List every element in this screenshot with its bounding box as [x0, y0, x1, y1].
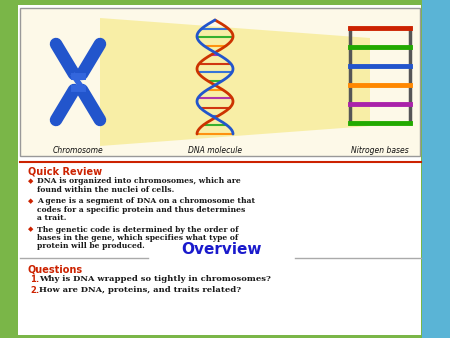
Text: The genetic code is determined by the order of: The genetic code is determined by the or…	[37, 225, 238, 234]
Text: 2.: 2.	[30, 286, 39, 295]
Text: How are DNA, proteins, and traits related?: How are DNA, proteins, and traits relate…	[39, 286, 241, 294]
Text: Quick Review: Quick Review	[28, 166, 102, 176]
Text: Why is DNA wrapped so tightly in chromosomes?: Why is DNA wrapped so tightly in chromos…	[39, 275, 271, 283]
Text: a trait.: a trait.	[37, 214, 67, 222]
Text: ◆: ◆	[28, 226, 33, 233]
Text: Questions: Questions	[28, 264, 83, 274]
Text: codes for a specific protein and thus determines: codes for a specific protein and thus de…	[37, 206, 245, 214]
Bar	[422, 0, 450, 338]
Text: Nitrogen bases: Nitrogen bases	[351, 146, 409, 155]
Text: A gene is a segment of DNA on a chromosome that: A gene is a segment of DNA on a chromoso…	[37, 197, 255, 205]
Bar	[20, 8, 420, 156]
Text: Overview: Overview	[182, 242, 262, 257]
Text: DNA is organized into chromosomes, which are: DNA is organized into chromosomes, which…	[37, 177, 241, 185]
Text: ◆: ◆	[28, 178, 33, 184]
Text: Chromosome: Chromosome	[53, 146, 104, 155]
Text: 1.: 1.	[30, 275, 39, 284]
Text: bases in the gene, which specifies what type of: bases in the gene, which specifies what …	[37, 234, 238, 242]
Polygon shape	[100, 18, 370, 146]
Text: DNA molecule: DNA molecule	[188, 146, 242, 155]
Bar	[18, 5, 421, 335]
Text: ◆: ◆	[28, 198, 33, 204]
Text: found within the nuclei of cells.: found within the nuclei of cells.	[37, 186, 174, 193]
Text: protein will be produced.: protein will be produced.	[37, 242, 145, 250]
